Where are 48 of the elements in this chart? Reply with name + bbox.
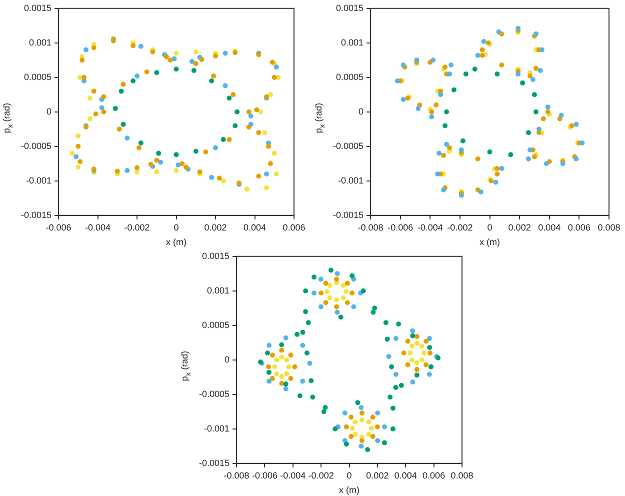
x-tick-label: 0.008 (598, 222, 620, 232)
y-tick-label: 0.001 (28, 37, 52, 48)
x-tick-label: 0.004 (394, 470, 417, 480)
y-tick-label: -0.001 (204, 423, 230, 434)
y-tick-label: 0.001 (340, 37, 364, 48)
x-tick-label: 0.002 (366, 470, 389, 480)
y-tick-label: -0.0005 (20, 140, 52, 151)
x-tick-label: 0.006 (282, 222, 306, 232)
x-axis-title: x (m) (480, 237, 500, 248)
y-tick-label: 0.0005 (202, 320, 230, 330)
x-tick-label: -0.006 (388, 222, 414, 232)
y-tick-label: -0.0005 (198, 388, 230, 399)
y-tick-label: -0.0015 (20, 210, 52, 220)
y-tick-label: -0.0015 (198, 458, 230, 468)
x-tick-label: -0.008 (224, 470, 250, 480)
x-tick-label: 0 (487, 222, 492, 232)
y-tick-label: -0.0005 (332, 140, 364, 151)
x-tick-label: 0.004 (538, 222, 561, 232)
x-tick-label: -0.004 (280, 470, 306, 480)
x-axis-title: x (m) (166, 237, 187, 248)
x-tick-label: 0.002 (204, 222, 227, 232)
x-tick-label: -0.004 (417, 222, 443, 232)
y-tick-label: -0.001 (338, 175, 364, 186)
y-tick-label: 0.001 (206, 285, 230, 296)
x-tick-label: -0.002 (308, 470, 334, 480)
x-tick-label: -0.006 (252, 470, 278, 480)
y-tick-label: -0.0015 (332, 210, 364, 220)
x-tick-label: 0.006 (568, 222, 590, 232)
y-tick-label: 0.0015 (24, 2, 52, 13)
y-tick-label: 0 (46, 106, 52, 116)
y-tick-label: 0 (358, 106, 364, 116)
x-tick-label: 0.002 (508, 222, 531, 232)
y-tick-label: -0.001 (26, 175, 52, 186)
x-tick-label: 0.008 (450, 470, 474, 480)
x-tick-label: -0.002 (447, 222, 473, 232)
x-tick-label: -0.004 (85, 222, 111, 232)
y-tick-label: 0.0005 (336, 72, 364, 82)
x-tick-label: -0.002 (124, 222, 150, 232)
x-tick-label: 0.004 (243, 222, 266, 232)
y-tick-label: 0.0005 (24, 72, 52, 82)
y-tick-label: 0.0015 (336, 2, 364, 13)
x-tick-label: -0.008 (358, 222, 384, 232)
x-axis-title: x (m) (339, 485, 360, 496)
y-tick-label: 0 (224, 354, 230, 364)
x-tick-label: -0.006 (46, 222, 72, 232)
x-tick-label: 0 (174, 222, 179, 232)
x-tick-label: 0.006 (422, 470, 446, 480)
y-tick-label: 0.0015 (202, 250, 230, 261)
